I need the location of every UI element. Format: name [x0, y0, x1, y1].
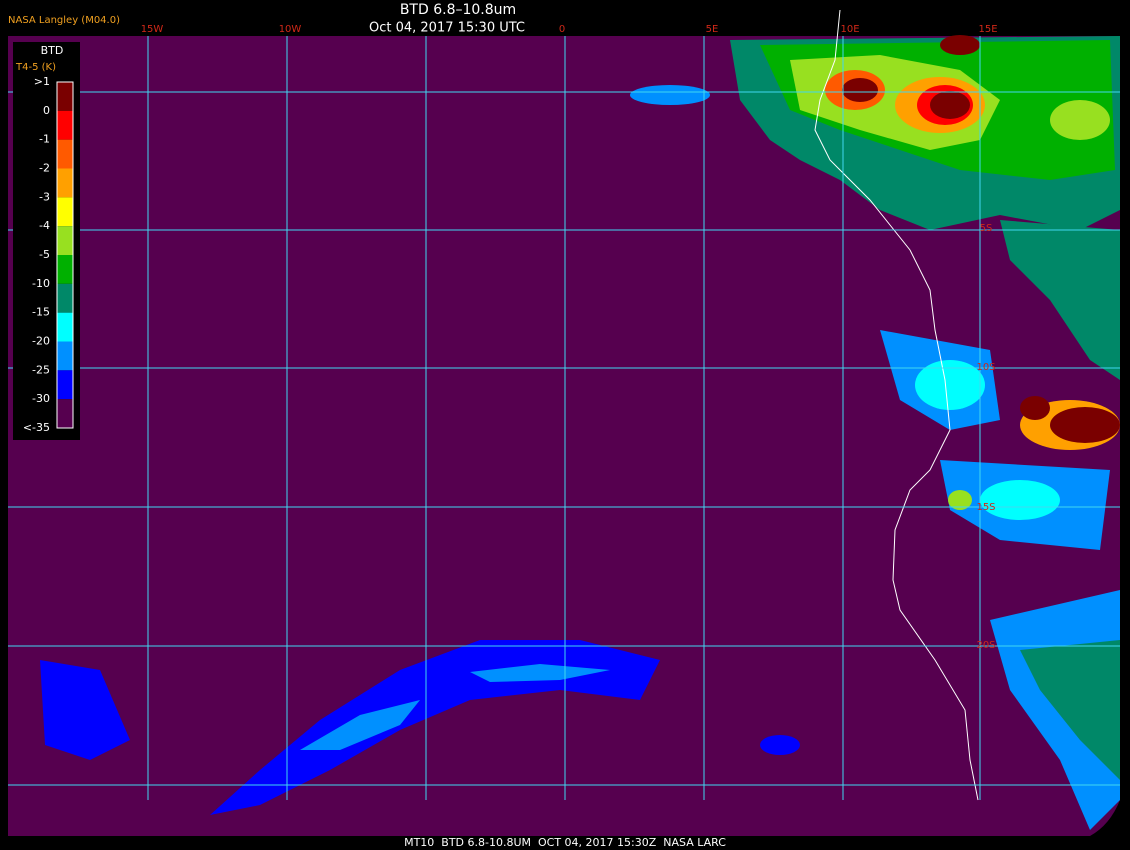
legend-swatch — [57, 110, 73, 140]
longitude-label: 5E — [706, 24, 719, 35]
longitude-label: 15E — [978, 24, 997, 35]
longitude-label: 10E — [840, 24, 859, 35]
legend-swatch — [57, 283, 73, 313]
latitude-label: 10S — [976, 362, 995, 373]
legend-label: -30 — [32, 392, 50, 405]
latitude-label: 15S — [976, 502, 995, 513]
cloud — [1050, 407, 1120, 443]
cloud — [940, 35, 980, 55]
cloud — [1020, 640, 1120, 780]
cloud — [760, 735, 800, 755]
legend-label: -1 — [39, 133, 50, 146]
cloud — [980, 480, 1060, 520]
legend-frame — [56, 81, 74, 429]
longitude-label: 10W — [279, 24, 302, 35]
cloud — [948, 490, 972, 510]
legend-label: -2 — [39, 162, 50, 175]
legend-label: -10 — [32, 277, 50, 290]
cloud — [915, 360, 985, 410]
cloud — [842, 78, 878, 102]
legend-label: -15 — [32, 306, 50, 319]
legend-title: BTD — [41, 44, 64, 57]
legend-swatch — [57, 312, 73, 342]
longitude-label: 0 — [559, 24, 565, 35]
legend-label: -4 — [39, 219, 50, 232]
legend-swatch — [57, 255, 73, 284]
legend-label: <-35 — [23, 421, 50, 434]
legend-swatch — [57, 139, 73, 169]
cloud — [630, 85, 710, 105]
legend-swatch — [57, 341, 73, 371]
timestamp: Oct 04, 2017 15:30 UTC — [369, 21, 525, 36]
cloud — [1050, 100, 1110, 140]
coastline — [814, 9, 979, 801]
legend-swatch — [57, 226, 73, 255]
clouds — [40, 35, 1120, 830]
legend-label: -20 — [32, 335, 50, 348]
cloud — [40, 660, 130, 760]
cloud — [1020, 396, 1050, 420]
cloud — [930, 91, 970, 119]
legend-label: 0 — [43, 104, 50, 117]
cloud — [210, 640, 660, 815]
legend-swatch — [57, 197, 73, 227]
latitude-label: 20S — [976, 640, 995, 651]
legend-swatch — [57, 82, 73, 111]
cloud — [300, 700, 420, 750]
legend-label: -3 — [39, 190, 50, 203]
title: BTD 6.8–10.8um — [400, 2, 516, 18]
legend-label: -25 — [32, 363, 50, 376]
longitude-label: 15W — [141, 24, 164, 35]
image-area — [8, 36, 1120, 836]
legend-label: >1 — [34, 75, 50, 88]
legend-swatch — [57, 399, 73, 428]
cloud — [1000, 220, 1120, 380]
legend-swatch — [57, 370, 73, 400]
legend-swatch — [57, 168, 73, 198]
footer: MT10 BTD 6.8-10.8UM OCT 04, 2017 15:30Z … — [404, 836, 726, 849]
source: NASA Langley (M04.0) — [8, 15, 120, 26]
legend-units: T4-5 (K) — [15, 62, 56, 73]
latitude-label: 5S — [980, 223, 993, 234]
legend-label: -5 — [39, 248, 50, 261]
cloud — [470, 664, 610, 682]
graticule — [8, 36, 1120, 800]
